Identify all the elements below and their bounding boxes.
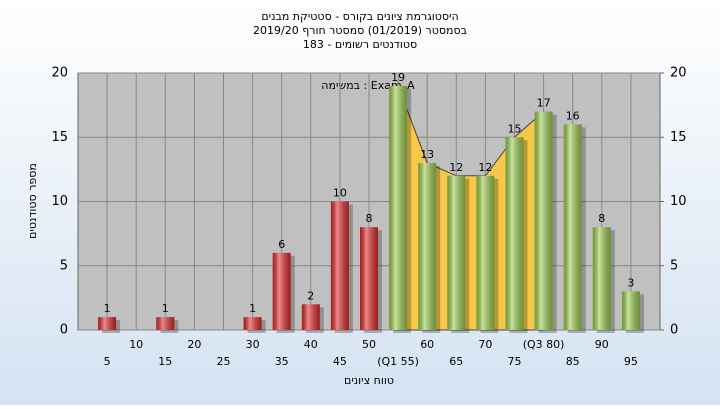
y-tick-label: 10 bbox=[51, 194, 68, 209]
x-tick-label: 50 bbox=[362, 338, 376, 351]
bar-shine bbox=[476, 175, 495, 330]
data-label: 2 bbox=[307, 289, 314, 302]
x-tick-label: 65 bbox=[449, 355, 463, 368]
bar-shine bbox=[156, 317, 175, 330]
bar-shine bbox=[447, 175, 466, 330]
chart-subtitle: סטודנטים רשומים - 183 bbox=[303, 38, 417, 51]
data-label: 17 bbox=[537, 97, 551, 110]
y-tick-label: 15 bbox=[51, 130, 68, 145]
data-label: 12 bbox=[449, 161, 463, 174]
x-tick-label: 45 bbox=[333, 355, 347, 368]
x-tick-label: 20 bbox=[187, 338, 201, 351]
data-label: 13 bbox=[420, 148, 434, 161]
x-tick-label: 90 bbox=[595, 338, 609, 351]
x-tick-label: 15 bbox=[158, 355, 172, 368]
data-label: 16 bbox=[566, 109, 580, 122]
data-label: 1 bbox=[162, 302, 169, 315]
bar-shine bbox=[621, 291, 640, 330]
x-tick-label: 75 bbox=[508, 355, 522, 368]
y-tick-label: 5 bbox=[60, 258, 68, 273]
y2-tick-label: 20 bbox=[670, 66, 687, 81]
data-label: 12 bbox=[478, 161, 492, 174]
y2-tick-label: 0 bbox=[670, 323, 678, 338]
x-tick-label: (Q3 80) bbox=[523, 338, 565, 351]
x-tick-label: 5 bbox=[104, 355, 111, 368]
data-label: 6 bbox=[278, 238, 285, 251]
x-tick-label: 35 bbox=[275, 355, 289, 368]
chart-title: היסטוגרמת ציונים בקורס - סטטיקת מבנים bbox=[261, 10, 458, 23]
y2-tick-label: 10 bbox=[670, 194, 687, 209]
bar-shine bbox=[418, 162, 437, 330]
x-tick-label: (Q1 55) bbox=[377, 355, 419, 368]
bar-shine bbox=[98, 317, 117, 330]
bar-shine bbox=[505, 137, 524, 330]
chart-subtitle: בסמסטר (01/2019) סמסטר חורף 2019/20 bbox=[253, 24, 467, 37]
data-label: 8 bbox=[598, 212, 605, 225]
x-tick-label: 10 bbox=[129, 338, 143, 351]
x-axis-label: טווח ציונים bbox=[344, 374, 394, 387]
x-tick-label: 25 bbox=[217, 355, 231, 368]
bar-shine bbox=[592, 227, 611, 330]
y2-tick-label: 5 bbox=[670, 258, 678, 273]
bar-shine bbox=[243, 317, 262, 330]
data-label: 15 bbox=[508, 122, 522, 135]
data-label: 19 bbox=[391, 71, 405, 84]
data-label: 3 bbox=[627, 276, 634, 289]
data-label: 10 bbox=[333, 187, 347, 200]
x-tick-label: 70 bbox=[478, 338, 492, 351]
bar-shine bbox=[534, 111, 553, 330]
bar-shine bbox=[330, 201, 349, 330]
x-tick-label: 40 bbox=[304, 338, 318, 351]
bar-shine bbox=[301, 304, 320, 330]
x-tick-label: 85 bbox=[566, 355, 580, 368]
x-tick-label: 95 bbox=[624, 355, 638, 368]
bar-shine bbox=[272, 252, 291, 330]
y-tick-label: 20 bbox=[51, 66, 68, 81]
y-axis-label: מספר סטודנטים bbox=[26, 163, 39, 239]
bar-shine bbox=[360, 227, 378, 330]
bar-shine bbox=[389, 85, 408, 330]
data-label: 1 bbox=[104, 302, 111, 315]
data-label: 8 bbox=[366, 212, 373, 225]
data-label: 1 bbox=[249, 302, 256, 315]
y-tick-label: 0 bbox=[60, 323, 68, 338]
x-tick-label: 60 bbox=[420, 338, 434, 351]
y2-tick-label: 15 bbox=[670, 130, 687, 145]
x-tick-label: 30 bbox=[246, 338, 260, 351]
bar-shine bbox=[563, 124, 582, 331]
